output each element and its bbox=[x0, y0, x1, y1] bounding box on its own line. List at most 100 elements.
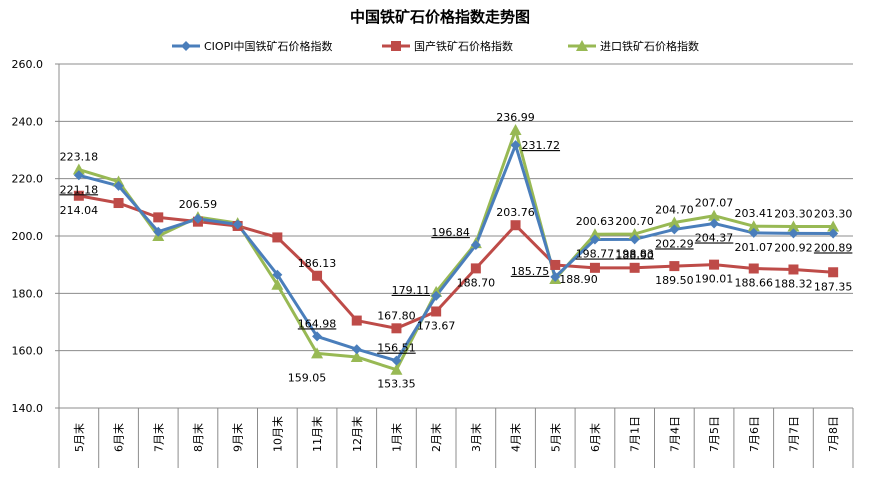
x-tick-label: 7月5日 bbox=[708, 416, 721, 452]
data-point-s1-0 bbox=[73, 190, 84, 201]
x-tick-label: 2月末 bbox=[429, 423, 443, 452]
x-tick-label: 10月末 bbox=[270, 416, 284, 452]
data-label: 189.50 bbox=[655, 274, 694, 287]
data-point-s1-9 bbox=[431, 306, 442, 317]
data-label: 200.89 bbox=[814, 241, 853, 254]
data-point-s0-16 bbox=[709, 218, 720, 229]
data-labels: 223.18 221.18 214.04 206.59 186.13 164.98 159.… bbox=[60, 111, 853, 391]
data-point-s2-17 bbox=[747, 220, 760, 232]
data-label: 203.76 bbox=[496, 206, 535, 219]
data-label: 153.35 bbox=[377, 378, 416, 391]
x-tick-label: 9月末 bbox=[231, 423, 245, 452]
data-point-s0-0 bbox=[73, 170, 84, 181]
data-point-s0-19 bbox=[828, 228, 839, 239]
data-point-s0-14 bbox=[629, 234, 640, 245]
series-line-1 bbox=[78, 194, 834, 330]
data-point-s0-1 bbox=[113, 180, 124, 191]
data-point-s2-6 bbox=[311, 347, 324, 359]
data-point-s0-17 bbox=[748, 227, 759, 238]
data-point-s0-9 bbox=[431, 290, 442, 301]
data-point-s2-13 bbox=[588, 228, 601, 240]
data-point-s2-0 bbox=[72, 163, 85, 175]
y-axis-ticks: 140.0 160.0 180.0 200.0 220.0 240.0 260.0 bbox=[12, 58, 44, 415]
data-label: 185.75 bbox=[511, 265, 550, 278]
x-tick-label: 7月1日 bbox=[629, 416, 642, 452]
data-label: 188.90 bbox=[559, 273, 598, 286]
x-tick-label: 8月末 bbox=[191, 423, 205, 452]
data-point-s2-5 bbox=[271, 278, 284, 290]
x-tick-label: 7月8日 bbox=[827, 416, 840, 452]
data-label: 198.83 bbox=[615, 247, 654, 260]
y-tick-label: 160.0 bbox=[12, 345, 44, 358]
data-point-s0-4 bbox=[232, 219, 243, 230]
data-label: 221.18 bbox=[60, 183, 99, 196]
data-point-s0-7 bbox=[351, 344, 362, 355]
data-label: 202.29 bbox=[655, 237, 694, 250]
data-point-s2-16 bbox=[708, 209, 721, 221]
chart-title: 中国铁矿石价格指数走势图 bbox=[350, 8, 530, 26]
x-tick-label: 7月6日 bbox=[748, 416, 761, 452]
data-point-s2-18 bbox=[787, 220, 800, 232]
legend-label: CIOPI中国铁矿石价格指数 bbox=[204, 39, 332, 53]
data-point-s1-10 bbox=[470, 263, 481, 274]
data-label: 156.51 bbox=[377, 342, 416, 355]
data-label: 203.30 bbox=[774, 208, 813, 221]
data-point-s0-12 bbox=[550, 271, 561, 282]
x-axis-ticks: 5月末 6月末 7月末 8月末 9月末 10月末 11月末 12月末 1月末 2月末 3月末 4月末 5… bbox=[72, 416, 840, 452]
data-point-s1-19 bbox=[828, 267, 839, 278]
data-point-s1-5 bbox=[272, 232, 283, 243]
data-point-s1-2 bbox=[153, 212, 164, 223]
x-tick-label: 5月末 bbox=[72, 423, 86, 452]
legend-marker-0 bbox=[181, 41, 191, 51]
data-label: 231.72 bbox=[522, 139, 561, 152]
data-point-s0-15 bbox=[669, 224, 680, 235]
data-point-s1-16 bbox=[709, 259, 720, 270]
data-point-s0-13 bbox=[589, 234, 600, 245]
data-label: 186.13 bbox=[298, 257, 337, 270]
data-label: 203.41 bbox=[735, 207, 774, 220]
data-point-s0-6 bbox=[312, 331, 323, 342]
data-point-s1-1 bbox=[113, 198, 124, 209]
data-point-s1-6 bbox=[312, 270, 323, 281]
data-point-s1-13 bbox=[589, 262, 600, 273]
y-tick-label: 260.0 bbox=[12, 58, 44, 71]
data-point-s1-17 bbox=[748, 263, 759, 274]
data-label: 190.01 bbox=[695, 273, 734, 286]
data-point-s2-11 bbox=[509, 123, 522, 135]
data-label: 164.98 bbox=[298, 317, 337, 330]
y-tick-label: 240.0 bbox=[12, 115, 44, 128]
data-label: 200.70 bbox=[615, 215, 654, 228]
data-label: 167.80 bbox=[377, 309, 416, 322]
data-point-s1-7 bbox=[351, 315, 362, 326]
y-tick-label: 140.0 bbox=[12, 402, 44, 415]
data-point-s2-14 bbox=[628, 227, 641, 239]
y-tick-label: 180.0 bbox=[12, 287, 44, 300]
data-label: 207.07 bbox=[695, 197, 734, 210]
data-label: 206.59 bbox=[179, 198, 218, 211]
series-line-2 bbox=[78, 128, 834, 372]
data-point-s1-8 bbox=[391, 323, 402, 334]
data-label: 200.92 bbox=[774, 241, 813, 254]
x-tick-label: 6月末 bbox=[588, 423, 602, 452]
y-tick-label: 200.0 bbox=[12, 230, 44, 243]
data-point-s0-5 bbox=[272, 269, 283, 280]
data-label: 188.66 bbox=[735, 277, 774, 290]
legend-label: 进口铁矿石价格指数 bbox=[600, 39, 699, 53]
data-label: 204.37 bbox=[695, 231, 734, 244]
x-tick-label: 4月末 bbox=[509, 423, 523, 452]
x-tick-label: 7月4日 bbox=[668, 416, 681, 452]
data-point-s1-11 bbox=[510, 220, 521, 231]
data-point-s0-10 bbox=[470, 240, 481, 251]
data-point-s1-15 bbox=[669, 261, 680, 272]
data-point-s1-14 bbox=[629, 262, 640, 273]
data-label: 201.07 bbox=[735, 241, 774, 254]
data-point-s2-19 bbox=[827, 220, 840, 232]
legend-label: 国产铁矿石价格指数 bbox=[414, 39, 513, 53]
data-label: 223.18 bbox=[60, 151, 99, 164]
data-label: 173.67 bbox=[417, 319, 456, 332]
data-label: 203.30 bbox=[814, 208, 853, 221]
data-label: 179.11 bbox=[392, 284, 431, 297]
data-point-s0-2 bbox=[153, 226, 164, 237]
series-lines bbox=[78, 128, 834, 372]
